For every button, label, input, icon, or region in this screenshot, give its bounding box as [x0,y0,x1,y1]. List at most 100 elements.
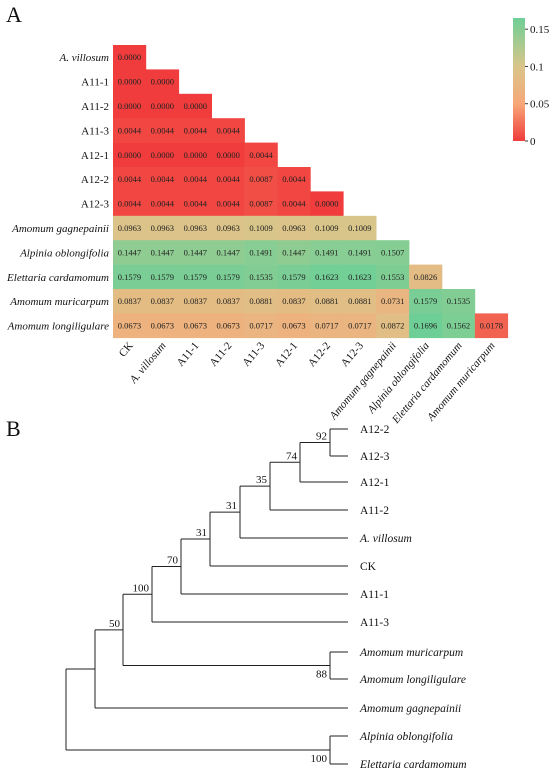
tree-leaf-label: Amomum gagnepainii [359,703,461,715]
heatmap-cell [211,118,245,143]
heatmap-cell [178,264,212,290]
heatmap-cell [244,142,278,168]
heatmap-cell [145,118,180,143]
heatmap-cell [244,313,278,339]
heatmap-cell [277,264,311,290]
heatmap-cell-value: 0.1535 [249,272,272,282]
colorbar-tick-label: 0.15 [530,24,550,36]
heatmap-cell [178,313,212,339]
heatmap-col-label: A12-1 [273,340,300,369]
bootstrap-value: 92 [316,431,327,443]
heatmap-cell [244,215,278,241]
heatmap-cell-value: 0.0044 [151,174,175,184]
heatmap-cell [145,167,180,192]
heatmap-col-label: A12-2 [306,340,333,369]
heatmap-col-label: A12-3 [339,340,367,370]
heatmap-cell-value: 0.0673 [184,321,207,331]
heatmap-cell-value: 0.0837 [118,296,141,306]
heatmap-cell [409,313,443,339]
heatmap-cell [113,215,147,241]
heatmap-row-label: Elettaria cardamomum [6,272,109,284]
heatmap-cell-value: 0.1579 [216,272,239,282]
heatmap-cell [113,167,147,192]
heatmap-cell-value: 0.1696 [414,321,437,331]
heatmap-row-label: A12-1 [81,150,109,162]
heatmap-cell [310,240,344,265]
heatmap-cell [211,191,245,217]
heatmap-cell-value: 0.0673 [118,321,141,331]
heatmap-cell-value: 0.1009 [249,223,272,233]
heatmap-cell [211,215,245,241]
tree-leaf-label: A11-2 [360,505,389,517]
bootstrap-value: 50 [109,618,121,630]
heatmap-cell-value: 0.0000 [151,77,174,87]
heatmap-cell-value: 0.0963 [184,223,207,233]
heatmap-cell [113,118,147,143]
heatmap-cell [376,313,410,339]
heatmap-row-label: A11-1 [81,77,109,89]
heatmap-cell-value: 0.0087 [249,199,272,209]
heatmap-cell [244,264,278,290]
heatmap-cell [277,191,311,217]
heatmap-cell-value: 0.0717 [249,321,272,331]
tree-leaf-label: Elettaria cardamomum [359,759,467,771]
heatmap-cell-value: 0.1009 [348,223,371,233]
tree-leaf-label: Alpinia oblongifolia [359,731,453,743]
heatmap-cell-value: 0.0717 [315,321,338,331]
heatmap-cell-value: 0.0881 [348,296,371,306]
heatmap-cell [310,289,344,314]
colorbar-tick-label: 0.05 [530,99,550,111]
heatmap-cell-value: 0.0673 [151,321,174,331]
heatmap-cell-value: 0.0044 [118,125,142,135]
heatmap-cell [178,289,212,314]
heatmap-row-label: A11-2 [81,101,109,113]
heatmap-cell [145,289,180,314]
heatmap-cell-value: 0.1447 [151,247,174,257]
heatmap-cell-value: 0.1579 [184,272,207,282]
heatmap-cell-value: 0.0673 [282,321,305,331]
heatmap-cell-value: 0.0000 [216,150,239,160]
tree-leaf-label: Amomum longiligulare [359,674,466,686]
heatmap-cell [343,215,377,241]
heatmap-cell [244,289,278,314]
phylogenetic-tree: 92 74 35 31 31 70 100 88 50 100 A12-2 A12-3 A12-1 A11… [65,424,467,771]
heatmap-cell-value: 0.1553 [381,272,404,282]
heatmap-cell [343,313,377,339]
heatmap-cell [310,264,344,290]
heatmap-cell [442,289,476,314]
heatmap-cell-value: 0.0044 [118,199,142,209]
tree-leaf-label: A12-2 [360,424,390,436]
heatmap-cell [145,264,180,290]
heatmap-cell [211,313,245,339]
heatmap-cell [376,240,410,265]
heatmap-cell-value: 0.0178 [480,321,503,331]
heatmap-col-label: A11-2 [207,340,234,369]
heatmap-cell [211,240,245,265]
tree-leaf-label: A12-3 [360,451,390,463]
heatmap-cell [113,142,147,168]
bootstrap-value: 70 [167,555,179,567]
heatmap-cell-value: 0.0044 [151,125,175,135]
heatmap-cell-value: 0.0044 [216,125,240,135]
heatmap-cell-value: 0.0000 [118,101,141,111]
heatmap-cell [145,240,180,265]
heatmap-cell-value: 0.0717 [348,321,371,331]
heatmap-cell-value: 0.0837 [216,296,239,306]
heatmap-cell-value: 0.0963 [151,223,174,233]
heatmap-cell-value: 0.1447 [184,247,207,257]
heatmap-cell [145,142,180,168]
heatmap-col-label: CK [117,340,136,359]
heatmap-cell-value: 0.0837 [184,296,207,306]
heatmap-cell-value: 0.1579 [282,272,305,282]
heatmap-cell-value: 0.0044 [249,150,273,160]
heatmap-cell [113,264,147,290]
heatmap-cell [211,264,245,290]
heatmap-cell [178,215,212,241]
heatmap-cell-value: 0.0000 [184,101,207,111]
bootstrap-value: 35 [256,474,268,486]
heatmap-cell [310,215,344,241]
heatmap-cell [277,167,311,192]
distance-heatmap: 0.0000 0.0000 0.0000 0.0000 0.0000 0.0000 0.00… [6,45,509,427]
heatmap-cell-value: 0.1491 [315,247,338,257]
heatmap-cell-value: 0.1623 [348,272,371,282]
